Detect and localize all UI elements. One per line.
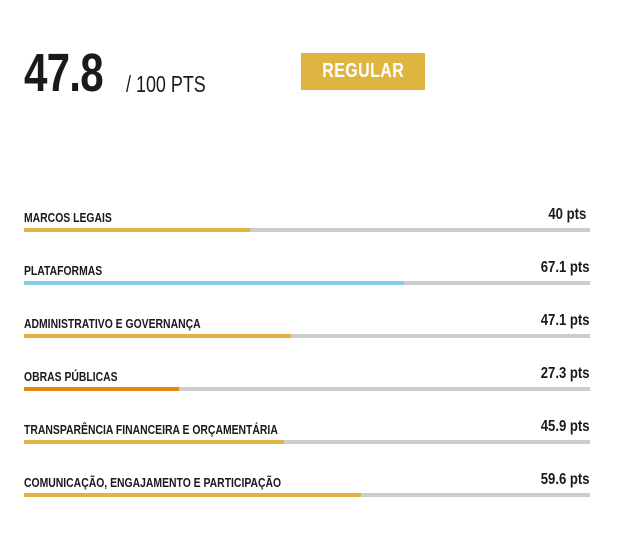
category-row: COMUNICAÇÃO, ENGAJAMENTO E PARTICIPAÇÃO … xyxy=(24,461,590,514)
category-progress-fill xyxy=(24,228,251,232)
category-row: PLATAFORMAS 67.1 pts xyxy=(24,249,590,302)
category-label: MARCOS LEGAIS xyxy=(24,210,112,225)
category-points: 59.6 pts xyxy=(541,471,590,488)
category-progress-fill xyxy=(24,440,284,444)
category-label: PLATAFORMAS xyxy=(24,263,103,278)
rating-label: REGULAR xyxy=(322,60,404,82)
category-progress-fill xyxy=(24,493,362,497)
category-points: 27.3 pts xyxy=(541,365,590,382)
category-progress-fill xyxy=(24,334,291,338)
score-max-label: / 100 PTS xyxy=(126,71,206,97)
category-row: OBRAS PÚBLICAS 27.3 pts xyxy=(24,355,590,408)
category-progress-track xyxy=(24,493,590,497)
rating-badge: REGULAR xyxy=(301,53,425,90)
category-row: ADMINISTRATIVO E GOVERNANÇA 47.1 pts xyxy=(24,302,590,355)
category-label: COMUNICAÇÃO, ENGAJAMENTO E PARTICIPAÇÃO xyxy=(24,475,282,490)
overall-score: 47.8 / 100 PTS xyxy=(24,30,228,100)
category-points: 47.1 pts xyxy=(541,312,590,329)
score-value: 47.8 xyxy=(24,43,104,103)
category-progress-fill xyxy=(24,387,179,391)
category-points: 40 pts xyxy=(548,206,586,223)
category-list: MARCOS LEGAIS 40 pts PLATAFORMAS 67.1 pt… xyxy=(24,196,590,514)
category-progress-track xyxy=(24,387,590,391)
category-progress-track xyxy=(24,228,590,232)
category-label: ADMINISTRATIVO E GOVERNANÇA xyxy=(24,316,201,331)
category-points: 45.9 pts xyxy=(541,418,590,435)
category-progress-fill xyxy=(24,281,404,285)
category-points: 67.1 pts xyxy=(541,259,590,276)
category-progress-track xyxy=(24,334,590,338)
category-label: TRANSPARÊNCIA FINANCEIRA E ORÇAMENTÁRIA xyxy=(24,422,278,437)
category-progress-track xyxy=(24,440,590,444)
category-label: OBRAS PÚBLICAS xyxy=(24,369,118,384)
category-row: MARCOS LEGAIS 40 pts xyxy=(24,196,590,249)
category-row: TRANSPARÊNCIA FINANCEIRA E ORÇAMENTÁRIA … xyxy=(24,408,590,461)
category-progress-track xyxy=(24,281,590,285)
